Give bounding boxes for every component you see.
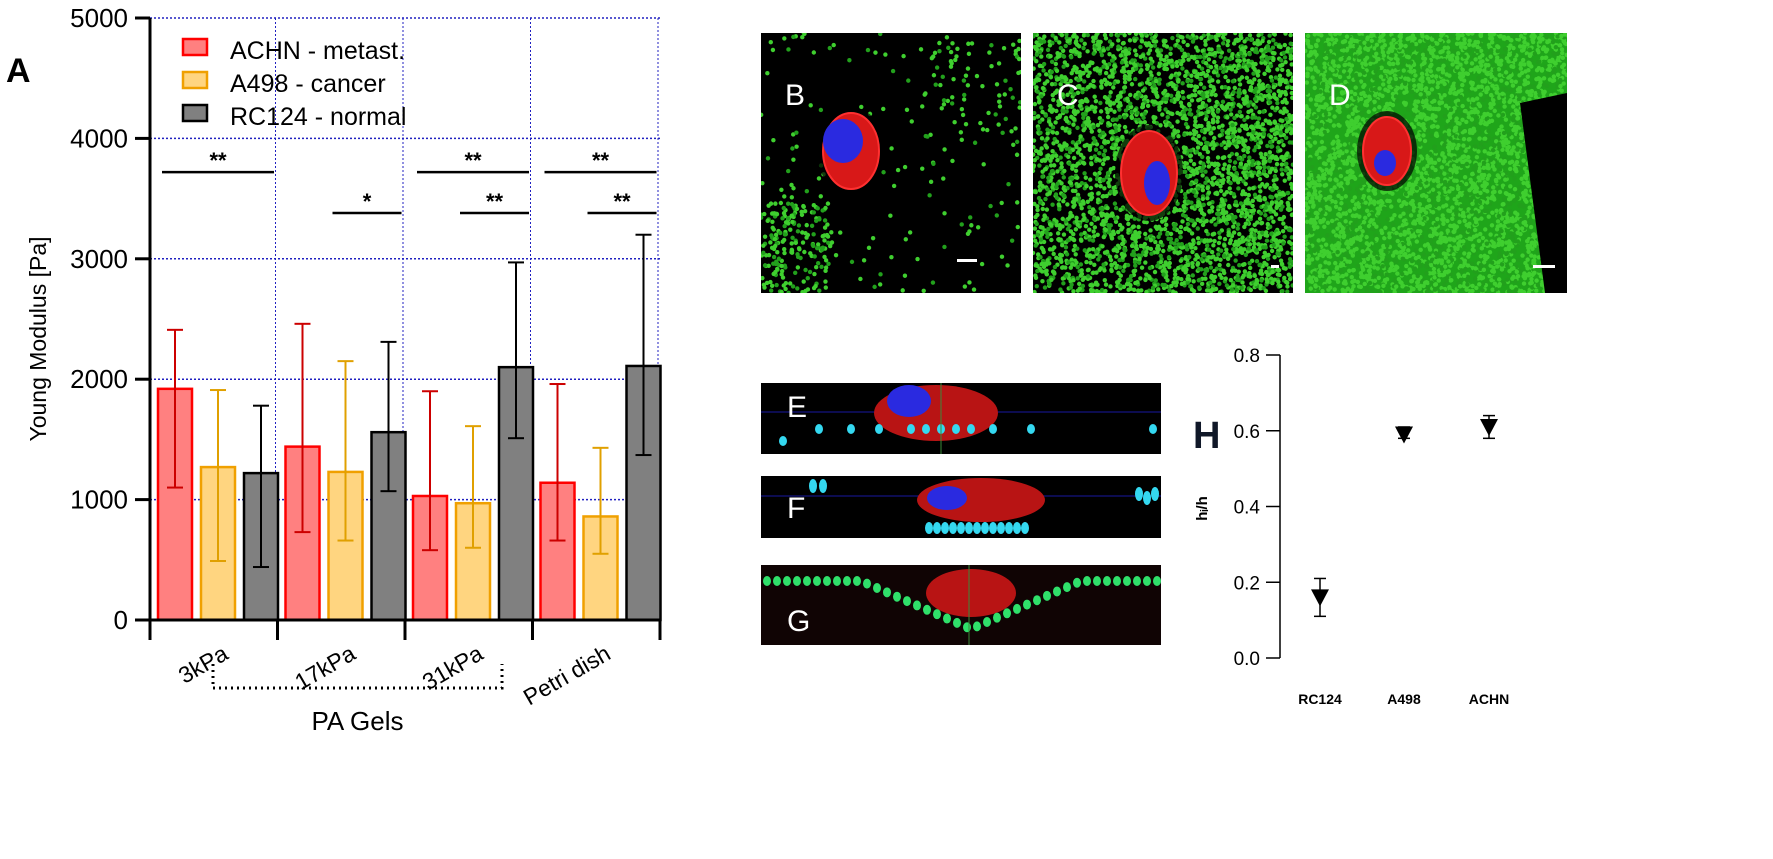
panel-label-a: A bbox=[6, 52, 31, 90]
panel-label-c: C bbox=[1057, 79, 1079, 112]
micrograph-b-image bbox=[761, 33, 1021, 293]
y-axis-label: Young Modulus [Pa] bbox=[25, 236, 51, 441]
x-tick-label: A498 bbox=[1387, 691, 1421, 707]
x-tick-label: ACHN bbox=[1469, 691, 1509, 707]
y-tick-label: 0.6 bbox=[1234, 422, 1260, 443]
y-tick-label: 0 bbox=[114, 605, 128, 635]
panel-label-f: F bbox=[787, 492, 806, 525]
y-tick-label: 3000 bbox=[70, 244, 128, 274]
legend-swatch bbox=[181, 70, 209, 90]
y-tick-label: 0.0 bbox=[1234, 649, 1260, 670]
y-tick-label: 1000 bbox=[70, 485, 128, 515]
y-tick-label: 2000 bbox=[70, 364, 128, 394]
panel-label-e: E bbox=[787, 391, 808, 424]
panel-label-b: B bbox=[785, 79, 806, 112]
legend-label: A498 - cancer bbox=[230, 70, 386, 98]
y-tick-label: 0.4 bbox=[1234, 498, 1261, 519]
y-axis-label: hᵢ/h bbox=[1194, 496, 1211, 521]
x-tick-label: RC124 bbox=[1298, 691, 1342, 707]
panel-label-d: D bbox=[1329, 79, 1351, 112]
y-tick-label: 0.8 bbox=[1234, 346, 1260, 367]
y-tick-label: 0.2 bbox=[1234, 573, 1260, 594]
significance-label: ** bbox=[613, 189, 631, 214]
x-tick-label: 3kPa bbox=[174, 640, 233, 689]
y-tick-label: 4000 bbox=[70, 123, 128, 153]
legend-label: ACHN - metast. bbox=[230, 37, 405, 65]
legend-swatch bbox=[181, 103, 209, 123]
micrograph-d: D bbox=[1305, 33, 1567, 293]
section-f-image bbox=[761, 478, 1161, 534]
micrograph-d-image bbox=[1305, 33, 1567, 293]
legend-swatch bbox=[181, 37, 209, 57]
section-g-image bbox=[763, 565, 1161, 645]
significance-label: ** bbox=[209, 148, 227, 173]
significance-label: ** bbox=[592, 148, 610, 173]
x-tick-label: 31kPa bbox=[418, 640, 488, 695]
section-e-image bbox=[761, 383, 1161, 454]
section-f: F bbox=[761, 476, 1161, 538]
significance-label: ** bbox=[486, 189, 504, 214]
data-marker-down-triangle bbox=[1311, 589, 1329, 607]
group-bracket bbox=[211, 664, 504, 690]
x-tick-label: Petri dish bbox=[519, 640, 615, 710]
y-tick-label: 5000 bbox=[70, 3, 128, 33]
micrograph-c-image bbox=[1033, 33, 1293, 293]
x-tick-label: 17kPa bbox=[290, 640, 360, 695]
data-marker-down-triangle bbox=[1480, 418, 1498, 436]
significance-label: ** bbox=[464, 148, 482, 173]
scatter-chart-height-ratio: 0.0 0.2 0.4 0.6 0.8 hᵢ/h RC124 A498 ACHN bbox=[1194, 346, 1509, 707]
section-e: E bbox=[761, 383, 1161, 454]
micrograph-b: B bbox=[761, 33, 1021, 293]
section-g: G bbox=[761, 565, 1161, 645]
group-bracket-label: PA Gels bbox=[311, 706, 403, 736]
panel-label-h: H bbox=[1193, 415, 1221, 457]
micrograph-c: C bbox=[1033, 33, 1293, 293]
significance-label: * bbox=[363, 189, 372, 214]
data-marker-down-triangle bbox=[1395, 426, 1413, 444]
panel-label-g: G bbox=[787, 605, 811, 638]
legend-label: RC124 - normal bbox=[230, 103, 406, 131]
